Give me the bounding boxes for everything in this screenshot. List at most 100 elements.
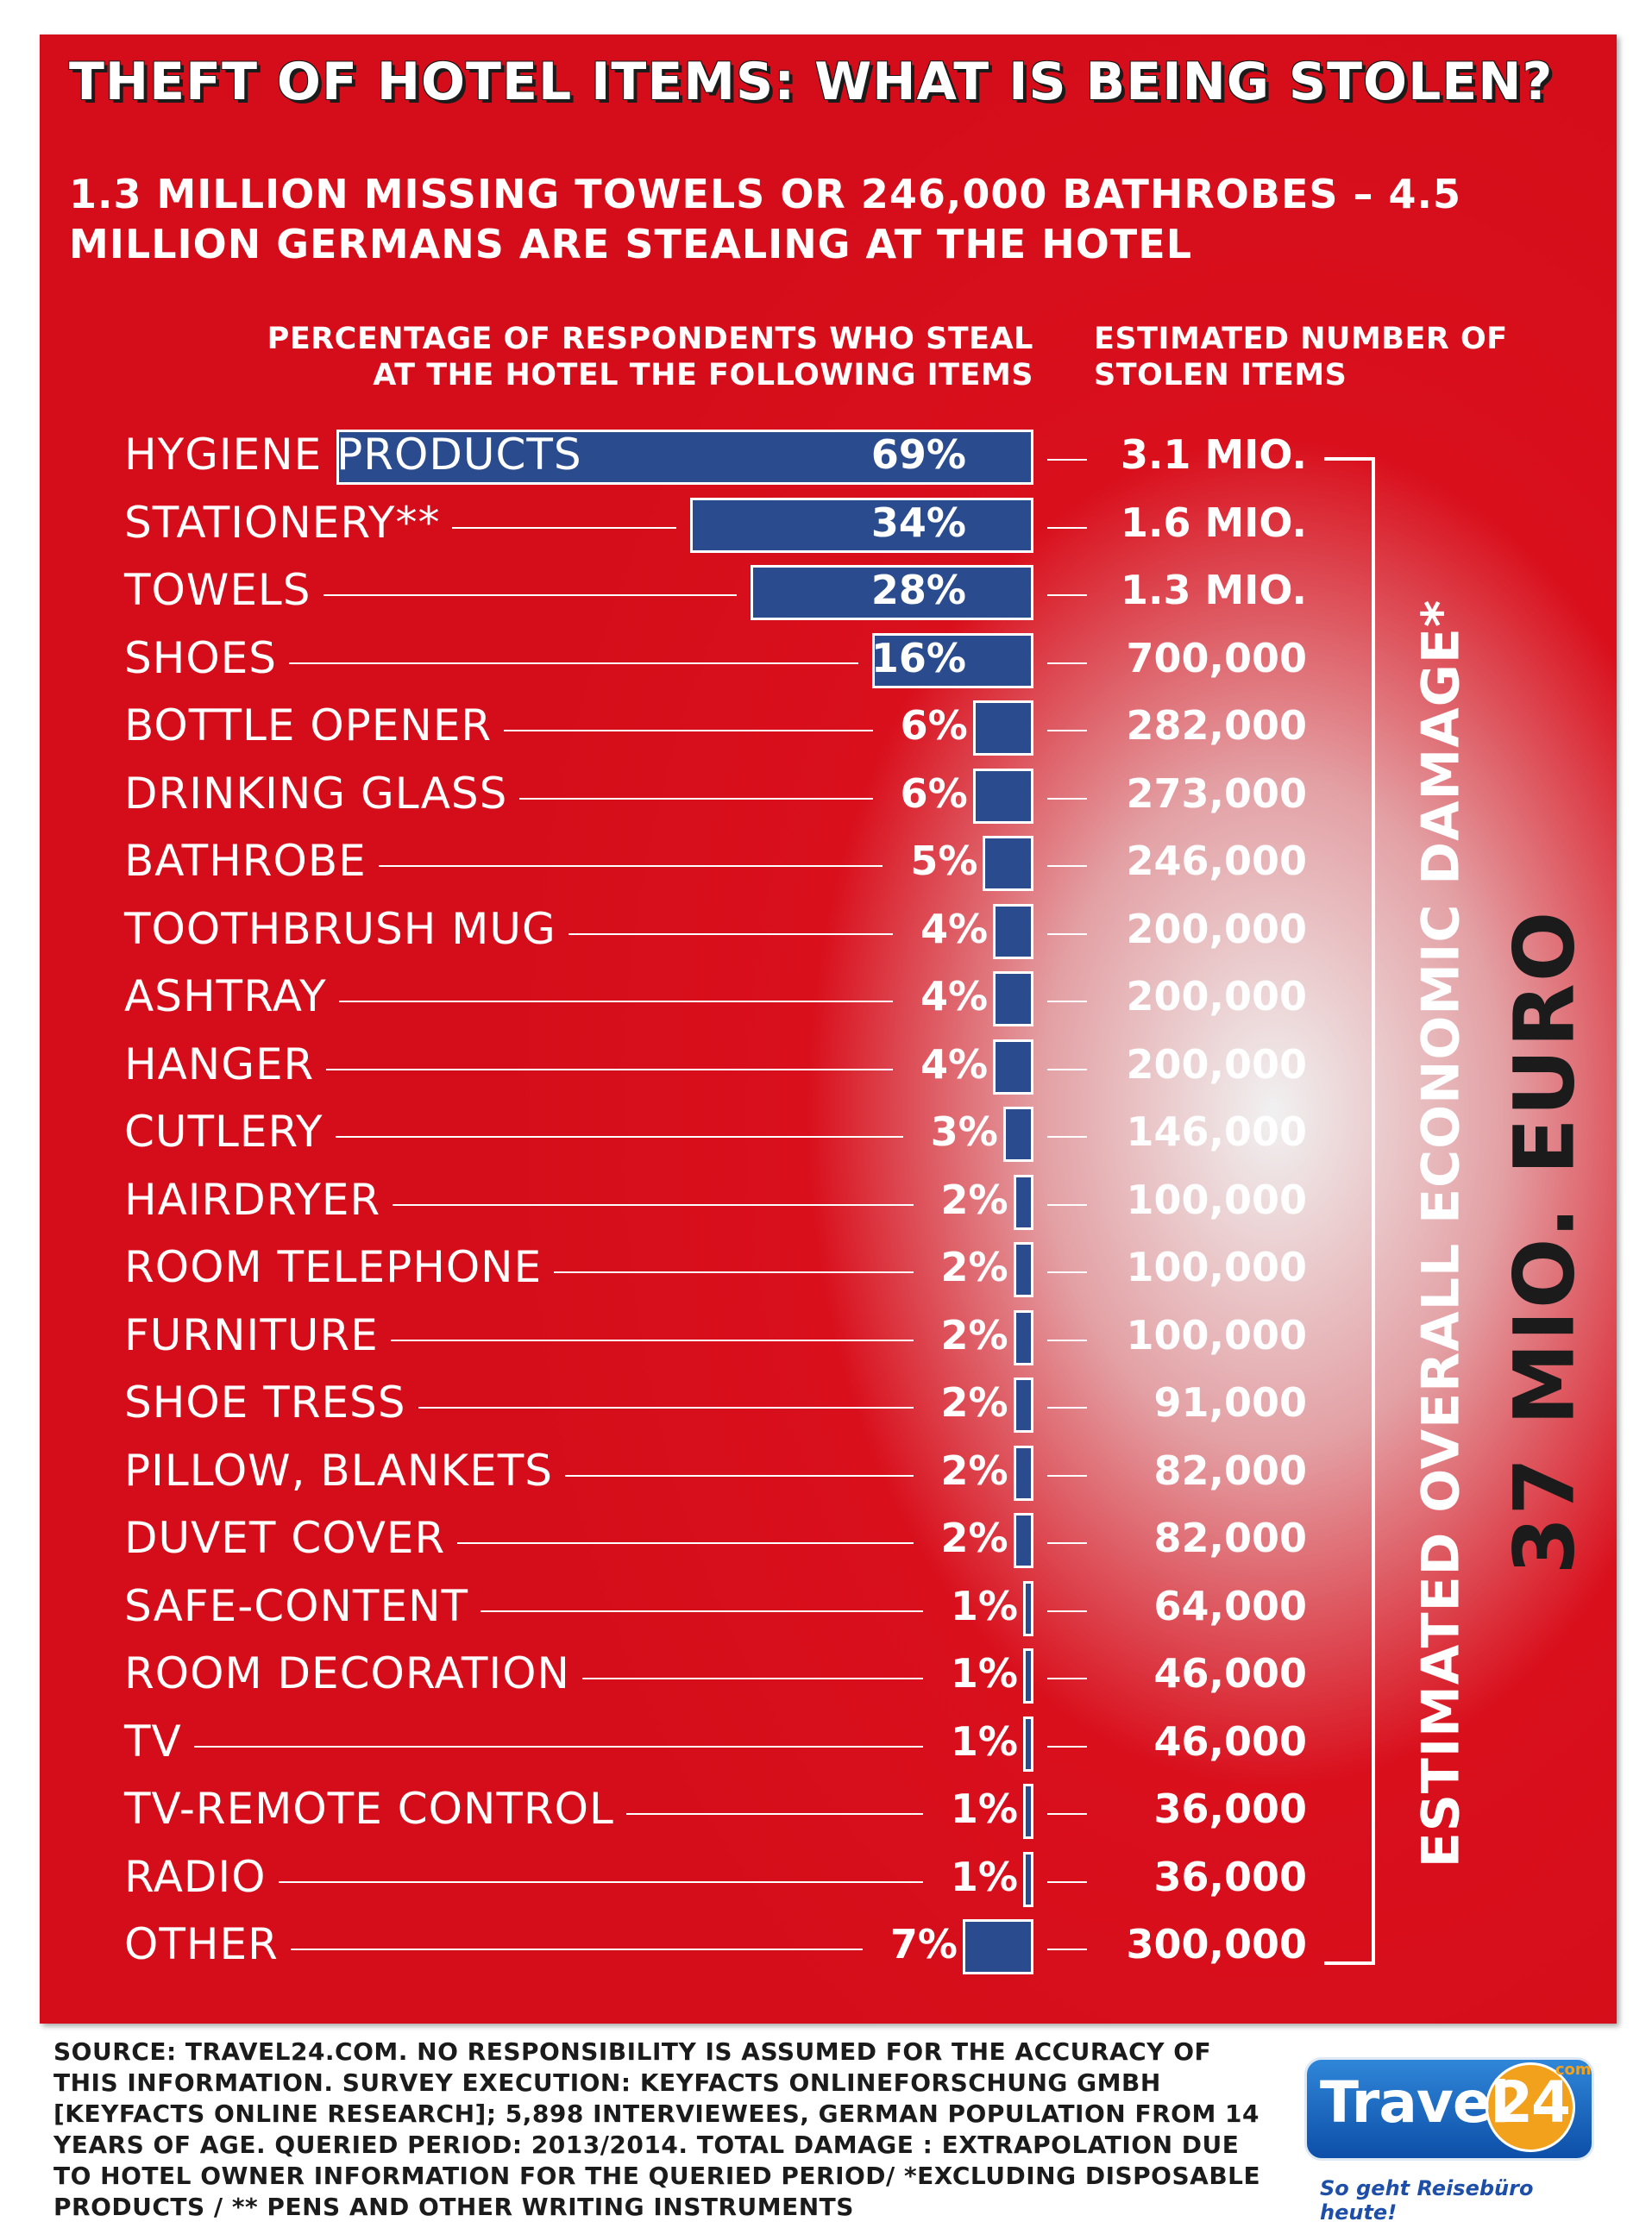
leader-line bbox=[390, 1339, 914, 1341]
category-label: TV bbox=[124, 1716, 182, 1767]
stolen-count: 273,000 bbox=[1126, 769, 1307, 817]
count-dash bbox=[1047, 865, 1087, 867]
category-label: TOOTHBRUSH MUG bbox=[124, 903, 556, 954]
leader-line bbox=[289, 662, 858, 664]
percent-label: 2% bbox=[940, 1311, 1008, 1359]
leader-line bbox=[378, 865, 883, 867]
count-dash bbox=[1047, 1745, 1087, 1748]
count-dash bbox=[1047, 932, 1087, 935]
percent-label: 4% bbox=[920, 1040, 989, 1088]
bar-1 bbox=[689, 497, 1033, 553]
leader-line bbox=[504, 730, 873, 731]
leader-line bbox=[338, 1001, 894, 1002]
stolen-count: 82,000 bbox=[1153, 1515, 1307, 1561]
stolen-count: 200,000 bbox=[1126, 1040, 1307, 1088]
stolen-count: 36,000 bbox=[1153, 1853, 1307, 1900]
bar-9 bbox=[993, 1039, 1033, 1095]
total-bracket bbox=[1372, 457, 1375, 1965]
bar-5 bbox=[972, 768, 1033, 824]
stolen-count: 3.1 MIO. bbox=[1121, 431, 1307, 478]
count-dash bbox=[1047, 1949, 1087, 1950]
bar-20 bbox=[1023, 1784, 1033, 1839]
stolen-count: 46,000 bbox=[1153, 1717, 1307, 1765]
percent-label: 1% bbox=[950, 1582, 1018, 1629]
category-label: HYGIENE PRODUCTS bbox=[124, 430, 582, 480]
leader-line bbox=[457, 1542, 914, 1544]
category-label: OTHER bbox=[124, 1919, 279, 1969]
count-dash bbox=[1047, 1813, 1087, 1815]
count-dash bbox=[1047, 1068, 1087, 1070]
stolen-count: 300,000 bbox=[1126, 1921, 1307, 1968]
percent-label: 6% bbox=[900, 702, 968, 749]
count-dash bbox=[1047, 1407, 1087, 1409]
stolen-count: 100,000 bbox=[1126, 1176, 1307, 1223]
percent-label: 3% bbox=[930, 1108, 998, 1155]
percent-label: 1% bbox=[950, 1786, 1018, 1832]
leader-line bbox=[193, 1745, 923, 1748]
stolen-items-column-header: ESTIMATED NUMBER OF STOLEN ITEMS bbox=[1094, 322, 1508, 392]
category-label: DUVET COVER bbox=[124, 1513, 446, 1563]
stolen-count: 1.6 MIO. bbox=[1121, 499, 1307, 546]
percent-label: 34% bbox=[870, 499, 966, 546]
percent-label: 6% bbox=[900, 769, 968, 817]
category-label: SAFE-CONTENT bbox=[124, 1580, 469, 1631]
bar-22 bbox=[963, 1919, 1033, 1974]
category-label: ROOM DECORATION bbox=[124, 1648, 570, 1698]
count-dash bbox=[1047, 1136, 1087, 1138]
stolen-count: 1.3 MIO. bbox=[1121, 567, 1307, 613]
stolen-count: 91,000 bbox=[1153, 1379, 1307, 1426]
count-dash bbox=[1047, 797, 1087, 800]
stolen-count: 282,000 bbox=[1126, 702, 1307, 749]
stolen-count: 200,000 bbox=[1126, 905, 1307, 952]
count-dash bbox=[1047, 1271, 1087, 1273]
stolen-count: 700,000 bbox=[1126, 634, 1307, 681]
leader-line bbox=[568, 932, 894, 935]
category-label: RADIO bbox=[124, 1851, 267, 1902]
category-label: ROOM TELEPHONE bbox=[124, 1242, 543, 1292]
leader-line bbox=[625, 1813, 923, 1815]
infographic-panel bbox=[40, 35, 1617, 2024]
category-label: PILLOW, BLANKETS bbox=[124, 1445, 553, 1496]
leader-line bbox=[418, 1407, 914, 1409]
logo-brand: Travel bbox=[1320, 2069, 1510, 2136]
count-dash bbox=[1047, 1610, 1087, 1612]
bar-17 bbox=[1023, 1580, 1033, 1636]
category-label: CUTLERY bbox=[124, 1107, 323, 1157]
economic-damage-value: 37 MIO. EURO bbox=[1496, 909, 1592, 1575]
count-dash bbox=[1047, 1678, 1087, 1679]
logo-tagline: So geht Reisebüro heute! bbox=[1320, 2176, 1534, 2225]
percent-label: 2% bbox=[940, 1379, 1008, 1426]
category-label: DRINKING GLASS bbox=[124, 768, 508, 819]
category-label: STATIONERY** bbox=[124, 497, 441, 548]
leader-line bbox=[554, 1271, 914, 1273]
category-label: SHOE TRESS bbox=[124, 1378, 406, 1428]
stolen-count: 46,000 bbox=[1153, 1650, 1307, 1697]
bar-11 bbox=[1013, 1174, 1033, 1230]
leader-line bbox=[278, 1880, 923, 1883]
bar-0 bbox=[336, 430, 1033, 485]
percent-label: 16% bbox=[870, 634, 966, 681]
leader-line bbox=[564, 1474, 914, 1477]
damage-value-container: 37 MIO. EURO bbox=[1458, 910, 1630, 1575]
category-label: BOTTLE OPENER bbox=[124, 700, 493, 750]
count-dash bbox=[1047, 1339, 1087, 1341]
category-label: TOWELS bbox=[124, 565, 311, 615]
category-label: ASHTRAY bbox=[124, 971, 327, 1021]
leader-line bbox=[326, 1068, 894, 1070]
bar-4 bbox=[972, 700, 1033, 756]
logo-circle bbox=[1486, 2062, 1575, 2152]
bar-13 bbox=[1013, 1309, 1033, 1365]
bar-10 bbox=[1002, 1107, 1033, 1162]
category-label: FURNITURE bbox=[124, 1309, 379, 1360]
bar-7 bbox=[993, 903, 1033, 959]
stolen-count: 200,000 bbox=[1126, 973, 1307, 1020]
source-note: SOURCE: TRAVEL24.COM. NO RESPONSIBILITY … bbox=[53, 2037, 1261, 2221]
count-dash bbox=[1047, 1203, 1087, 1206]
bar-14 bbox=[1013, 1378, 1033, 1433]
category-label: TV-REMOTE CONTROL bbox=[124, 1784, 614, 1834]
percent-label: 5% bbox=[910, 838, 978, 884]
stolen-count: 100,000 bbox=[1126, 1244, 1307, 1290]
leader-line bbox=[519, 797, 873, 800]
count-dash bbox=[1047, 1001, 1087, 1002]
leader-line bbox=[452, 526, 676, 529]
